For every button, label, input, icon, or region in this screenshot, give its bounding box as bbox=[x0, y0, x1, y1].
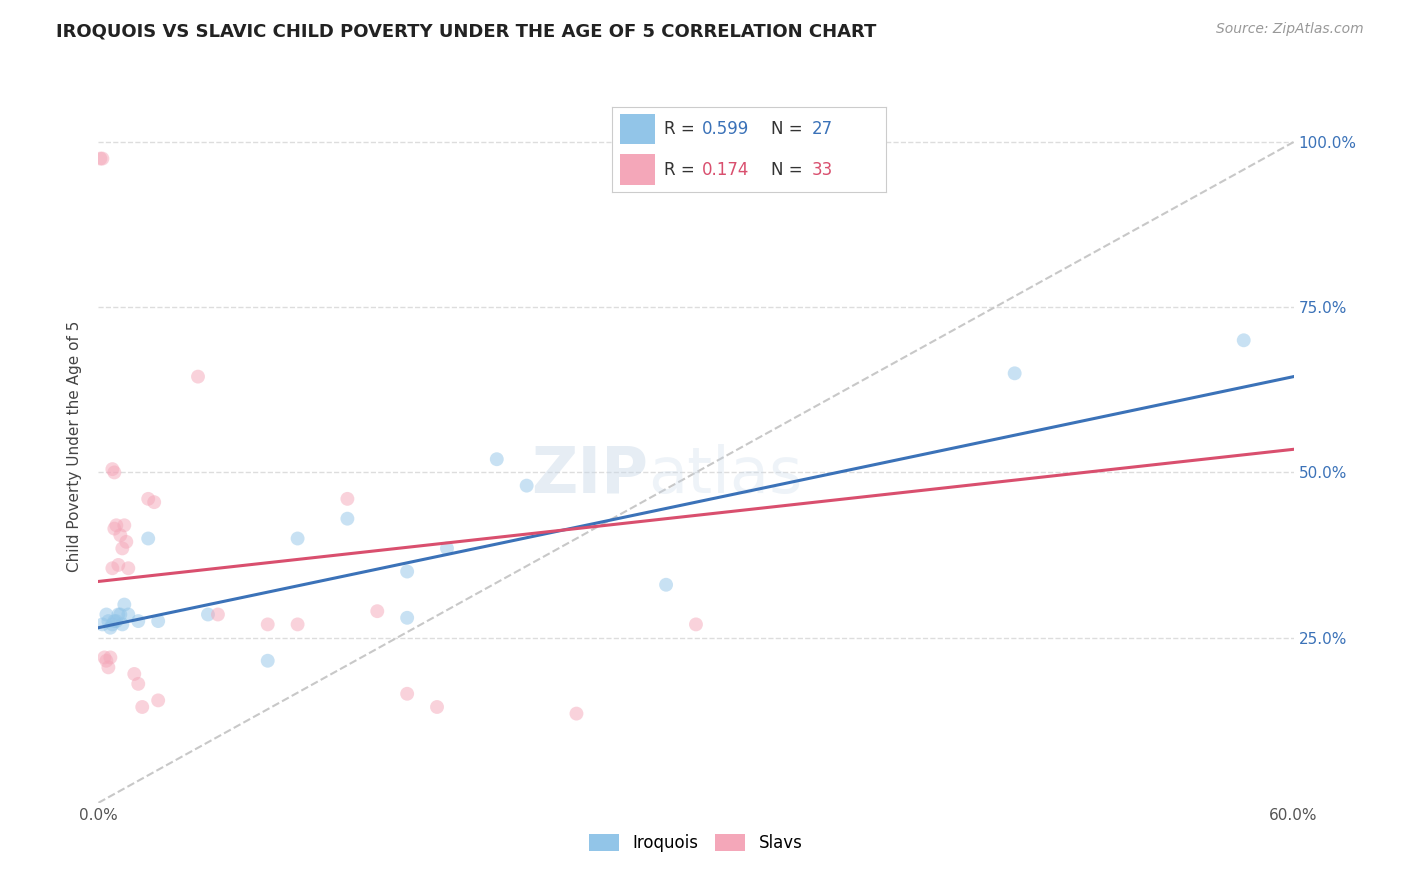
FancyBboxPatch shape bbox=[620, 154, 655, 185]
Point bbox=[148, 693, 170, 707]
Point bbox=[685, 617, 707, 632]
Point bbox=[98, 650, 122, 665]
Point bbox=[103, 614, 125, 628]
Point bbox=[117, 607, 139, 622]
Point bbox=[187, 369, 209, 384]
Point bbox=[287, 532, 309, 546]
Point bbox=[98, 621, 122, 635]
Point bbox=[96, 607, 118, 622]
Text: R =: R = bbox=[664, 120, 700, 138]
Text: 33: 33 bbox=[811, 161, 832, 178]
Text: ZIP: ZIP bbox=[531, 443, 648, 506]
Text: IROQUOIS VS SLAVIC CHILD POVERTY UNDER THE AGE OF 5 CORRELATION CHART: IROQUOIS VS SLAVIC CHILD POVERTY UNDER T… bbox=[56, 22, 876, 40]
Point bbox=[101, 462, 124, 476]
Point bbox=[124, 667, 146, 681]
Point bbox=[485, 452, 508, 467]
Point bbox=[256, 654, 278, 668]
Point bbox=[396, 565, 419, 579]
Point bbox=[105, 614, 128, 628]
Point bbox=[436, 541, 458, 556]
Point bbox=[97, 660, 120, 674]
Text: 27: 27 bbox=[811, 120, 832, 138]
Point bbox=[207, 607, 229, 622]
Point bbox=[396, 611, 419, 625]
Point bbox=[197, 607, 219, 622]
Point bbox=[93, 650, 115, 665]
Point bbox=[117, 561, 139, 575]
Point bbox=[101, 617, 124, 632]
Point bbox=[105, 518, 128, 533]
Point bbox=[111, 617, 134, 632]
Point bbox=[136, 491, 159, 506]
Point bbox=[366, 604, 388, 618]
Point bbox=[96, 654, 118, 668]
Point bbox=[256, 617, 278, 632]
Point bbox=[91, 152, 114, 166]
Y-axis label: Child Poverty Under the Age of 5: Child Poverty Under the Age of 5 bbox=[67, 320, 83, 572]
Point bbox=[426, 700, 449, 714]
Point bbox=[101, 561, 124, 575]
Point bbox=[103, 466, 125, 480]
Point bbox=[111, 541, 134, 556]
Text: 0.174: 0.174 bbox=[702, 161, 749, 178]
Point bbox=[112, 598, 135, 612]
Point bbox=[516, 478, 538, 492]
Point bbox=[107, 558, 129, 572]
Point bbox=[1233, 333, 1256, 347]
Point bbox=[91, 617, 114, 632]
Point bbox=[1004, 367, 1026, 381]
Point bbox=[565, 706, 588, 721]
Text: Source: ZipAtlas.com: Source: ZipAtlas.com bbox=[1216, 22, 1364, 37]
Legend: Iroquois, Slavs: Iroquois, Slavs bbox=[582, 827, 810, 859]
Point bbox=[127, 677, 149, 691]
Point bbox=[107, 607, 129, 622]
FancyBboxPatch shape bbox=[620, 114, 655, 145]
Text: N =: N = bbox=[770, 120, 807, 138]
Point bbox=[97, 614, 120, 628]
Point bbox=[112, 518, 135, 533]
Point bbox=[287, 617, 309, 632]
Point bbox=[115, 534, 138, 549]
Point bbox=[143, 495, 166, 509]
Point bbox=[148, 614, 170, 628]
Point bbox=[136, 532, 159, 546]
Point bbox=[396, 687, 419, 701]
Text: atlas: atlas bbox=[648, 443, 803, 506]
Text: R =: R = bbox=[664, 161, 700, 178]
Point bbox=[103, 522, 125, 536]
Point bbox=[127, 614, 149, 628]
Point bbox=[131, 700, 153, 714]
Point bbox=[336, 511, 359, 525]
Point bbox=[110, 528, 132, 542]
Point bbox=[89, 152, 111, 166]
Point bbox=[336, 491, 359, 506]
Point bbox=[110, 607, 132, 622]
Text: N =: N = bbox=[770, 161, 807, 178]
Text: 0.599: 0.599 bbox=[702, 120, 749, 138]
Point bbox=[655, 578, 678, 592]
